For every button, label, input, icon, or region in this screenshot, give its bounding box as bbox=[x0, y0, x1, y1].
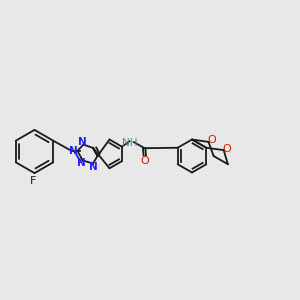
Text: O: O bbox=[222, 144, 231, 154]
Text: O: O bbox=[141, 156, 149, 166]
Text: NH: NH bbox=[122, 138, 138, 148]
Text: F: F bbox=[30, 176, 36, 186]
Text: N: N bbox=[77, 158, 86, 168]
Text: O: O bbox=[207, 135, 216, 146]
Text: N: N bbox=[88, 162, 98, 172]
Text: N: N bbox=[69, 146, 78, 156]
Text: N: N bbox=[77, 136, 86, 147]
